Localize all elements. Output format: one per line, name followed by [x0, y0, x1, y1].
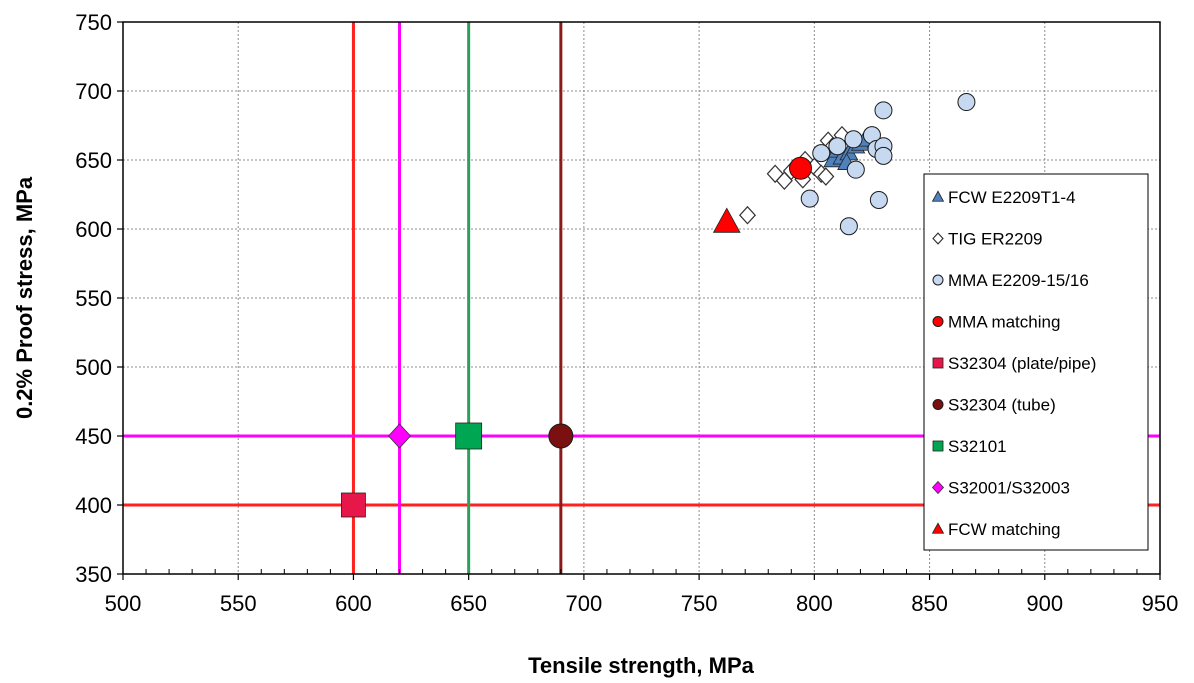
legend-label: FCW matching [948, 520, 1060, 539]
legend-label: MMA E2209-15/16 [948, 271, 1089, 290]
legend-label: S32304 (tube) [948, 396, 1056, 415]
legend-marker [931, 190, 945, 202]
y-tick-labels: 350 400 450 500 550 600 650 700 750 [75, 10, 112, 587]
x-axis-title: Tensile strength, MPa [528, 653, 755, 678]
legend-label: S32001/S32003 [948, 479, 1070, 498]
data-point [341, 492, 366, 518]
data-point [387, 423, 412, 449]
y-tick-label: 500 [75, 355, 112, 380]
legend-marker [932, 440, 944, 452]
axis-ticks [117, 21, 1161, 580]
y-tick-label: 450 [75, 424, 112, 449]
data-point [874, 146, 893, 165]
data-points [341, 93, 976, 518]
data-point [812, 144, 831, 163]
legend-marker [931, 522, 945, 534]
x-tick-label: 800 [796, 591, 833, 616]
x-tick-label: 900 [1026, 591, 1063, 616]
data-point [712, 207, 741, 233]
x-tick-labels: 500 550 600 650 700 750 800 850 900 950 [105, 591, 1179, 616]
y-tick-label: 550 [75, 286, 112, 311]
data-point [817, 167, 835, 186]
x-tick-label: 550 [220, 591, 257, 616]
data-point [844, 130, 863, 149]
data-point [548, 423, 574, 449]
data-point [738, 205, 757, 225]
data-point [800, 189, 819, 208]
data-point [766, 164, 784, 184]
legend-marker [932, 399, 944, 410]
y-tick-label: 650 [75, 148, 112, 173]
data-point [828, 137, 847, 156]
legend-marker [932, 274, 944, 286]
data-point [839, 217, 858, 236]
legend-label: S32101 [948, 437, 1007, 456]
legend-label: MMA matching [948, 313, 1060, 332]
data-point [455, 422, 483, 450]
legend-label: FCW E2209T1-4 [948, 188, 1076, 207]
legend-box [923, 173, 1149, 551]
legend-label: TIG ER2209 [948, 230, 1043, 249]
x-tick-label: 500 [105, 591, 142, 616]
x-tick-label: 950 [1142, 591, 1179, 616]
legend-marker [932, 232, 944, 245]
data-point [789, 156, 813, 180]
y-tick-label: 700 [75, 79, 112, 104]
legend-marker [932, 357, 944, 369]
y-tick-label: 750 [75, 10, 112, 35]
y-tick-label: 350 [75, 562, 112, 587]
x-tick-label: 700 [566, 591, 603, 616]
legend: FCW E2209T1-4 TIG ER2209 MMA E2209-15/16 MM… [923, 173, 1149, 551]
x-tick-label: 600 [335, 591, 372, 616]
x-tick-label: 750 [681, 591, 718, 616]
legend-label: S32304 (plate/pipe) [948, 354, 1096, 373]
y-axis-title: 0.2% Proof stress, MPa [12, 176, 37, 419]
data-point [846, 160, 865, 179]
y-tick-label: 600 [75, 217, 112, 242]
legend-marker [932, 316, 944, 327]
data-point [874, 101, 893, 120]
legend-marker [931, 480, 945, 495]
x-tick-label: 650 [450, 591, 487, 616]
y-tick-label: 400 [75, 493, 112, 518]
x-tick-label: 850 [911, 591, 948, 616]
data-point [869, 191, 888, 210]
data-point [957, 93, 976, 112]
